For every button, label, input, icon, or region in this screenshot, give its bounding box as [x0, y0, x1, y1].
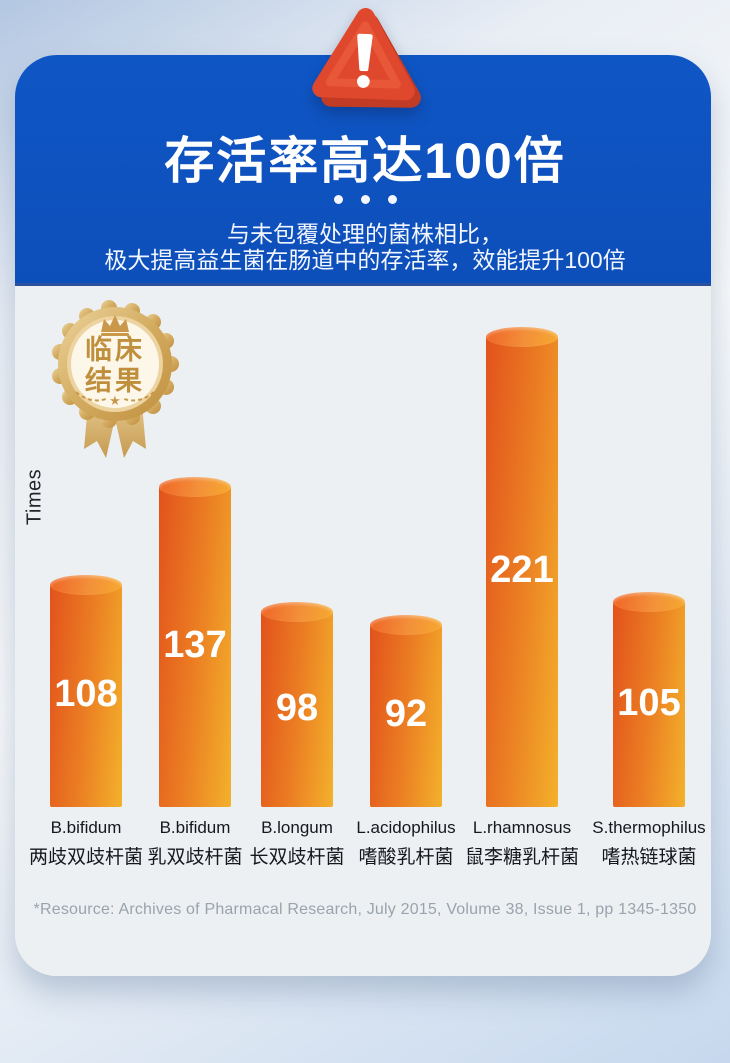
subtitle-line-2: 极大提高益生菌在肠道中的存活率，效能提升100倍 [104, 247, 626, 273]
subtitle-line-1: 与未包覆处理的菌株相比， [227, 221, 503, 247]
warning-triangle-icon [307, 2, 425, 114]
bar-value-label: 221 [490, 548, 554, 591]
bar-value-label: 98 [275, 686, 319, 729]
y-axis-label: Times [23, 468, 46, 526]
svg-text:★: ★ [109, 393, 121, 408]
x-axis-label: L.acidophilus 嗜酸乳杆菌 [326, 818, 486, 869]
x-axis-label: S.thermophilus 嗜热链球菌 [569, 818, 729, 869]
badge-text-line-1: 临床 [85, 335, 145, 365]
bar-B.bifidum: 137 [159, 477, 231, 807]
x-axis-label: B.bifidum 两歧双歧杆菌 [6, 818, 166, 869]
strain-chinese-name: 嗜酸乳杆菌 [358, 847, 454, 868]
strain-chinese-name: 嗜热链球菌 [601, 847, 697, 868]
x-axis-label: B.longum 长双歧杆菌 [217, 818, 377, 869]
clinical-result-medal: ★ 临床 结果 [40, 292, 190, 464]
x-axis-label: L.rhamnosus 鼠李糖乳杆菌 [442, 818, 602, 869]
strain-latin-name: S.thermophilus [592, 818, 706, 837]
bar-value-label: 105 [617, 681, 681, 724]
bar-value-label: 137 [163, 623, 227, 666]
strain-latin-name: B.bifidum [50, 818, 122, 837]
bar-value-label: 92 [384, 692, 428, 735]
x-axis-label: B.bifidum 乳双歧杆菌 [115, 818, 275, 869]
laurel-icon [75, 391, 155, 402]
bar-L.acidophilus: 92 [370, 615, 442, 807]
strain-chinese-name: 鼠李糖乳杆菌 [464, 847, 579, 868]
bar-S.thermophilus: 105 [613, 592, 685, 807]
strain-latin-name: B.longum [261, 818, 333, 837]
strain-chinese-name: 长双歧杆菌 [249, 847, 345, 868]
badge-text-line-2: 结果 [85, 366, 145, 396]
bar-B.bifidum: 108 [50, 575, 122, 807]
strain-latin-name: B.bifidum [159, 818, 231, 837]
bar-value-label: 108 [54, 672, 118, 715]
page-title: 存活率高达100倍 [164, 133, 566, 189]
strain-chinese-name: 乳双歧杆菌 [147, 847, 243, 868]
bar-L.rhamnosus: 221 [486, 327, 558, 807]
crown-icon [101, 315, 129, 336]
strain-latin-name: L.acidophilus [356, 818, 456, 837]
strain-chinese-name: 两歧双歧杆菌 [28, 847, 143, 868]
dots-divider [0, 191, 730, 209]
strain-latin-name: L.rhamnosus [472, 818, 572, 837]
bar-B.longum: 98 [261, 602, 333, 807]
source-footnote: *Resource: Archives of Pharmacal Researc… [33, 901, 697, 918]
